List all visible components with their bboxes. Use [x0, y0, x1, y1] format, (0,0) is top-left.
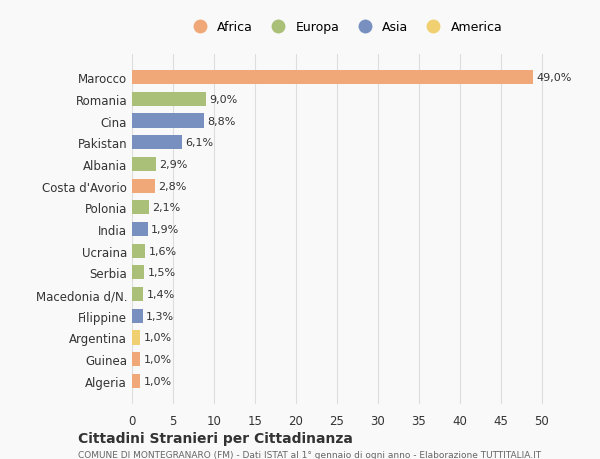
Bar — [132, 157, 156, 172]
Text: Cittadini Stranieri per Cittadinanza: Cittadini Stranieri per Cittadinanza — [78, 431, 353, 445]
Bar — [132, 330, 140, 345]
Text: COMUNE DI MONTEGRANARO (FM) - Dati ISTAT al 1° gennaio di ogni anno - Elaborazio: COMUNE DI MONTEGRANARO (FM) - Dati ISTAT… — [78, 450, 541, 459]
Text: 2,1%: 2,1% — [152, 203, 181, 213]
Text: 9,0%: 9,0% — [209, 95, 237, 105]
Text: 8,8%: 8,8% — [208, 116, 236, 126]
Bar — [132, 71, 533, 85]
Text: 1,0%: 1,0% — [143, 376, 172, 386]
Bar — [132, 201, 149, 215]
Bar — [132, 93, 206, 106]
Text: 2,9%: 2,9% — [159, 160, 187, 169]
Text: 1,4%: 1,4% — [147, 290, 175, 299]
Text: 1,0%: 1,0% — [143, 333, 172, 343]
Bar — [132, 136, 182, 150]
Bar — [132, 179, 155, 193]
Text: 6,1%: 6,1% — [185, 138, 214, 148]
Bar — [132, 223, 148, 236]
Bar — [132, 353, 140, 366]
Bar — [132, 244, 145, 258]
Text: 1,3%: 1,3% — [146, 311, 174, 321]
Text: 1,9%: 1,9% — [151, 224, 179, 235]
Bar — [132, 287, 143, 302]
Text: 1,0%: 1,0% — [143, 354, 172, 364]
Bar — [132, 374, 140, 388]
Text: 1,6%: 1,6% — [148, 246, 176, 256]
Bar — [132, 114, 204, 129]
Text: 2,8%: 2,8% — [158, 181, 187, 191]
Legend: Africa, Europa, Asia, America: Africa, Europa, Asia, America — [182, 16, 508, 39]
Bar — [132, 266, 144, 280]
Text: 49,0%: 49,0% — [537, 73, 572, 83]
Text: 1,5%: 1,5% — [148, 268, 176, 278]
Bar — [132, 309, 143, 323]
